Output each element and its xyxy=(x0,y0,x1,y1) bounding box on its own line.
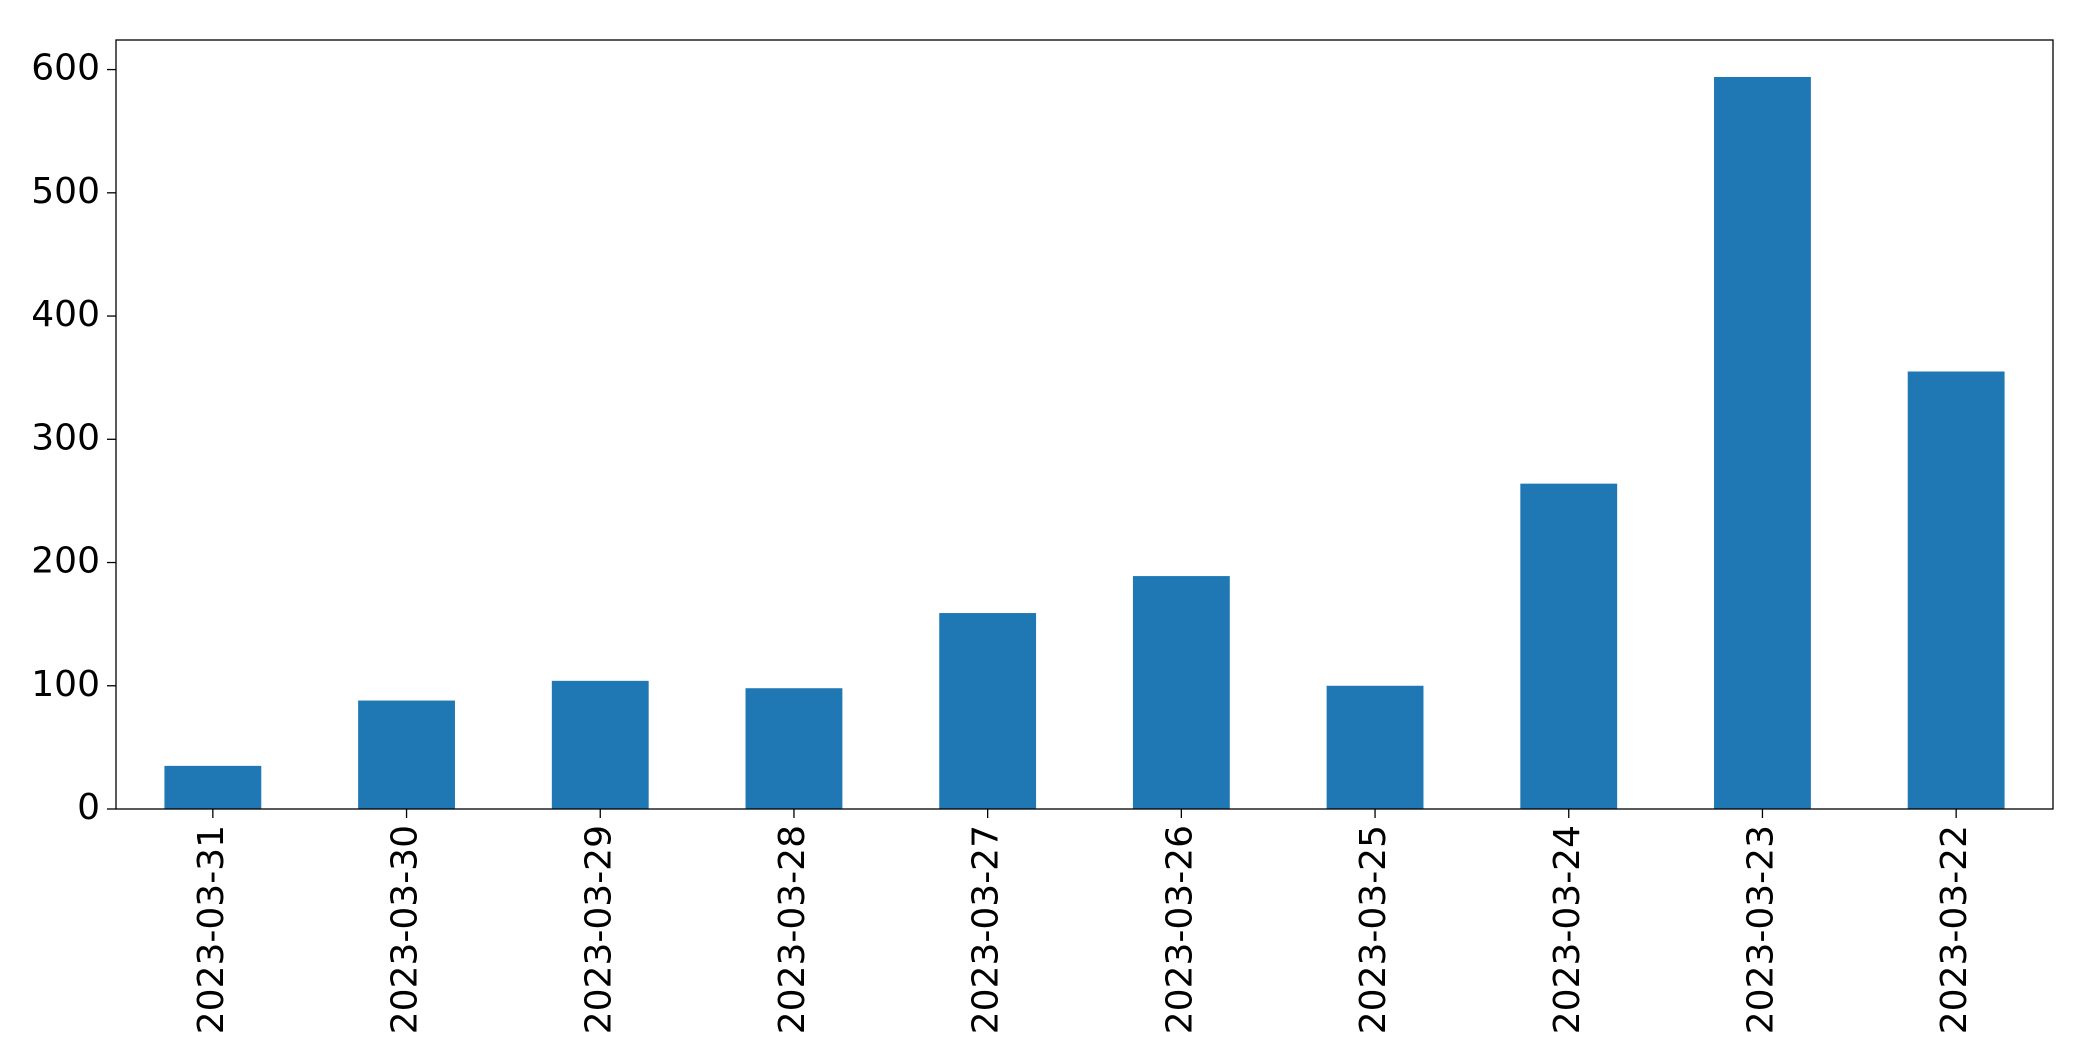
y-tick-label: 600 xyxy=(31,48,100,89)
y-tick-label: 200 xyxy=(31,541,100,582)
bar xyxy=(551,680,649,809)
bar xyxy=(1907,371,2005,809)
bar xyxy=(1714,76,1811,810)
x-tick-label: 2023-03-28 xyxy=(772,825,813,1034)
y-tick-label: 500 xyxy=(31,171,100,212)
y-tick-label: 0 xyxy=(77,787,100,828)
bar xyxy=(1326,685,1424,809)
bar xyxy=(164,765,262,809)
bar xyxy=(745,688,843,809)
x-tick-label: 2023-03-23 xyxy=(1740,825,1781,1034)
y-tick-label: 400 xyxy=(31,294,100,335)
bar xyxy=(358,700,455,809)
x-tick-label: 2023-03-31 xyxy=(191,825,232,1034)
y-tick-label: 300 xyxy=(31,417,100,458)
x-tick-label: 2023-03-22 xyxy=(1934,825,1975,1034)
plot-frame xyxy=(115,39,2054,810)
x-tick-label: 2023-03-24 xyxy=(1547,825,1588,1034)
bar xyxy=(1520,483,1618,809)
bar xyxy=(939,613,1037,809)
y-tick-label: 100 xyxy=(31,664,100,705)
x-tick-label: 2023-03-25 xyxy=(1353,825,1394,1034)
bar xyxy=(1132,576,1230,809)
x-tick-label: 2023-03-27 xyxy=(966,825,1007,1034)
x-tick-label: 2023-03-26 xyxy=(1159,825,1200,1034)
x-tick-label: 2023-03-29 xyxy=(578,825,619,1034)
x-tick-label: 2023-03-30 xyxy=(385,825,426,1034)
